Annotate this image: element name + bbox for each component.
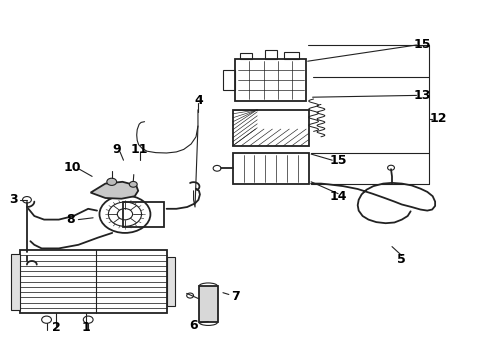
- Bar: [233, 110, 309, 146]
- Bar: [233, 153, 309, 184]
- Text: 15: 15: [414, 39, 431, 51]
- Bar: [122, 202, 164, 227]
- Circle shape: [129, 181, 137, 187]
- Bar: [235, 59, 306, 101]
- Text: 15: 15: [329, 154, 347, 167]
- Text: 5: 5: [397, 253, 406, 266]
- Bar: [167, 257, 175, 306]
- Bar: [240, 53, 252, 59]
- Bar: [284, 52, 299, 59]
- Text: 1: 1: [81, 321, 90, 334]
- Text: 2: 2: [52, 321, 61, 334]
- Text: 13: 13: [414, 89, 431, 102]
- Text: 11: 11: [131, 143, 148, 156]
- Circle shape: [107, 178, 117, 185]
- Bar: [20, 250, 167, 313]
- Text: 10: 10: [64, 161, 81, 174]
- Text: 7: 7: [231, 291, 240, 303]
- Polygon shape: [91, 182, 138, 199]
- Text: 14: 14: [329, 190, 347, 203]
- Bar: [11, 254, 20, 310]
- Text: 6: 6: [189, 319, 198, 332]
- Bar: [199, 286, 218, 322]
- Text: 3: 3: [9, 193, 18, 206]
- Bar: [265, 50, 277, 59]
- Text: 4: 4: [194, 94, 203, 107]
- Text: 9: 9: [112, 143, 121, 156]
- Text: 12: 12: [430, 112, 447, 125]
- Text: 8: 8: [67, 213, 75, 226]
- Bar: [223, 70, 235, 90]
